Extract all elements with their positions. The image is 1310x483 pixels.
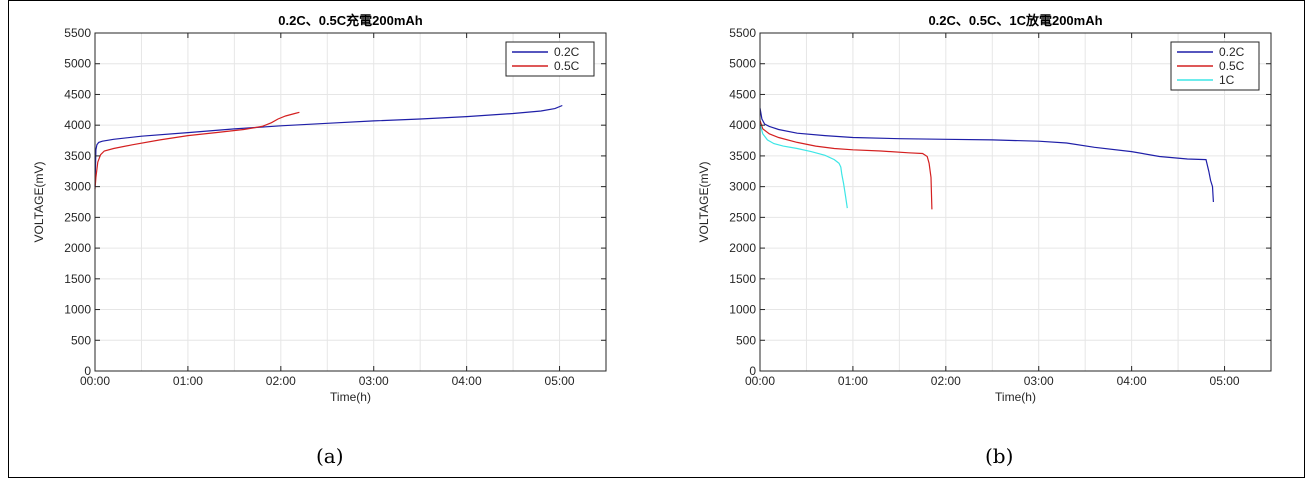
y-tick-label: 3000 bbox=[729, 180, 756, 194]
legend: 0.2C0.5C bbox=[505, 41, 595, 77]
series-line-1C bbox=[759, 123, 848, 209]
y-tick-label: 3500 bbox=[729, 149, 756, 163]
y-tick-label: 5000 bbox=[64, 57, 91, 71]
y-tick-label: 4000 bbox=[64, 118, 91, 132]
y-tick-label: 2500 bbox=[64, 210, 91, 224]
y-tick-label: 1000 bbox=[64, 303, 91, 317]
x-tick-label: 00:00 bbox=[745, 374, 775, 388]
y-tick-label: 0 bbox=[749, 364, 756, 378]
x-tick-label: 00:00 bbox=[80, 374, 110, 388]
y-tick-label: 4500 bbox=[729, 87, 756, 101]
plot-area bbox=[95, 33, 606, 371]
legend-box bbox=[1170, 41, 1260, 91]
x-tick-label: 02:00 bbox=[931, 374, 961, 388]
legend-box bbox=[505, 41, 595, 77]
axes-box bbox=[759, 32, 1272, 372]
y-tick-label: 2000 bbox=[64, 241, 91, 255]
chart-title: 0.2C、0.5C、1C放電200mAh bbox=[928, 13, 1102, 28]
y-tick-label: 1500 bbox=[64, 272, 91, 286]
series-line-0.5C bbox=[759, 120, 933, 210]
y-tick-label: 4500 bbox=[64, 87, 91, 101]
legend-label: 0.5C bbox=[554, 59, 580, 73]
series-line-0.2C bbox=[759, 107, 1214, 203]
y-tick-label: 5500 bbox=[64, 26, 91, 40]
y-tick-label: 3000 bbox=[64, 180, 91, 194]
x-tick-label: 05:00 bbox=[1210, 374, 1240, 388]
chart-a: 0 500 1000 1500 2000 2500 3000 3500 4000 4500 5000… bbox=[32, 13, 607, 404]
legend-label: 0.2C bbox=[554, 45, 580, 59]
y-axis-label: VOLTAGE(mV) bbox=[32, 162, 46, 243]
y-tick-label: 500 bbox=[736, 333, 756, 347]
caption-b: (b) bbox=[985, 444, 1014, 468]
y-tick-label: 5000 bbox=[729, 57, 756, 71]
y-tick-label: 2500 bbox=[729, 210, 756, 224]
x-tick-label: 01:00 bbox=[173, 374, 203, 388]
y-tick-label: 1500 bbox=[729, 272, 756, 286]
x-tick-label: 03:00 bbox=[1024, 374, 1054, 388]
chart-b: 0 500 1000 1500 2000 2500 3000 3500 4000 4500 5000… bbox=[697, 13, 1272, 404]
x-axis-label: Time(h) bbox=[995, 390, 1036, 404]
y-tick-label: 5500 bbox=[729, 26, 756, 40]
x-tick-label: 04:00 bbox=[1117, 374, 1147, 388]
y-tick-label: 2000 bbox=[729, 241, 756, 255]
legend-label: 1C bbox=[1219, 73, 1235, 87]
legend-label: 0.5C bbox=[1219, 59, 1245, 73]
x-tick-label: 03:00 bbox=[359, 374, 389, 388]
x-axis-label: Time(h) bbox=[330, 390, 371, 404]
series-line-0.5C bbox=[94, 111, 300, 190]
y-tick-label: 3500 bbox=[64, 149, 91, 163]
y-tick-label: 4000 bbox=[729, 118, 756, 132]
x-tick-label: 04:00 bbox=[452, 374, 482, 388]
x-tick-label: 05:00 bbox=[545, 374, 575, 388]
y-tick-label: 1000 bbox=[729, 303, 756, 317]
x-tick-label: 02:00 bbox=[266, 374, 296, 388]
y-axis-label: VOLTAGE(mV) bbox=[697, 162, 711, 243]
caption-a: (a) bbox=[316, 444, 344, 468]
y-tick-label: 500 bbox=[71, 333, 91, 347]
x-tick-label: 01:00 bbox=[838, 374, 868, 388]
chart-title: 0.2C、0.5C充電200mAh bbox=[278, 13, 423, 28]
legend-label: 0.2C bbox=[1219, 45, 1245, 59]
axes-box bbox=[94, 32, 607, 372]
y-tick-label: 0 bbox=[84, 364, 91, 378]
